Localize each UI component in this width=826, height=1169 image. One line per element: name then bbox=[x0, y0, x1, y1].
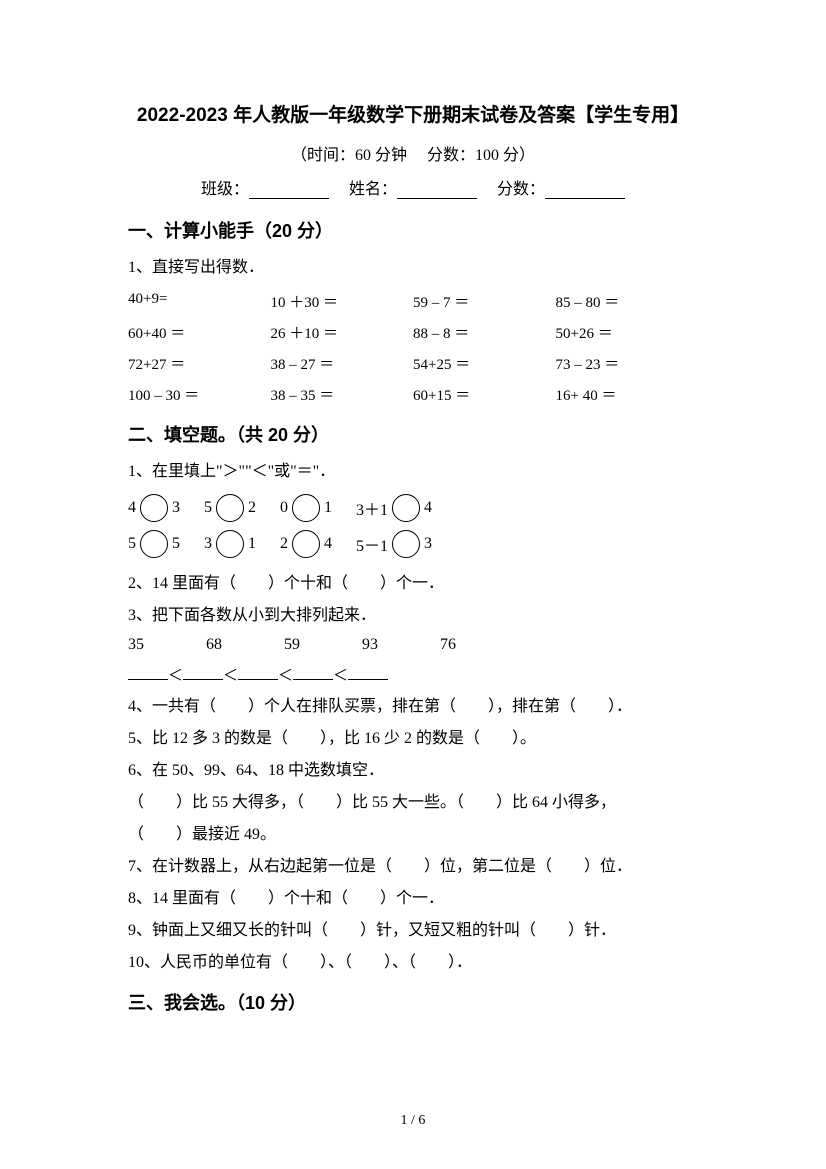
name-label: 姓名： bbox=[349, 181, 397, 198]
s2-q7: 7、在计数器上，从右边起第一位是（ ）位，第二位是（ ）位． bbox=[128, 855, 698, 879]
circle-blank bbox=[392, 494, 420, 522]
s1-q1-label: 1、直接写出得数． bbox=[128, 255, 698, 281]
page-number: 1 / 6 bbox=[0, 1113, 826, 1129]
compare-item: 2 4 bbox=[280, 530, 332, 558]
s2-q1-label: 1、在里填上"＞""＜"或"＝"． bbox=[128, 459, 698, 485]
compare-row-1: 4 3 5 2 0 1 3＋1 4 bbox=[128, 494, 698, 522]
calc-item: 38 – 35 ＝ bbox=[271, 384, 414, 405]
compare-item: 5 2 bbox=[204, 494, 256, 522]
calc-item: 72+27 ＝ bbox=[128, 353, 271, 374]
info-line: 班级： 姓名： 分数： bbox=[128, 175, 698, 199]
compare-item: 0 1 bbox=[280, 494, 332, 522]
compare-a: 3 bbox=[204, 535, 212, 553]
calc-item: 88 – 8 ＝ bbox=[413, 322, 556, 343]
compare-a: 5 bbox=[128, 535, 136, 553]
calc-item: 38 – 27 ＝ bbox=[271, 353, 414, 374]
calc-item: 73 – 23 ＝ bbox=[556, 353, 699, 374]
s2-q5: 5、比 12 多 3 的数是（ ），比 16 少 2 的数是（ ）。 bbox=[128, 727, 698, 751]
score-label: 分数： bbox=[497, 181, 545, 198]
compare-item: 5－1 3 bbox=[356, 530, 432, 558]
circle-blank bbox=[392, 530, 420, 558]
score-blank bbox=[545, 183, 625, 199]
circle-blank bbox=[292, 494, 320, 522]
compare-a: 3＋1 bbox=[356, 496, 388, 520]
exam-subtitle: （时间：60 分钟 分数：100 分） bbox=[128, 141, 698, 165]
compare-b: 4 bbox=[324, 535, 332, 553]
sort-num: 35 bbox=[128, 636, 144, 654]
compare-a: 2 bbox=[280, 535, 288, 553]
circle-blank bbox=[292, 530, 320, 558]
sort-answer-blanks: ＜＜＜＜ bbox=[128, 664, 698, 685]
s2-q4: 4、一共有（ ）个人在排队买票，排在第（ ），排在第（ ）． bbox=[128, 695, 698, 719]
s2-q2: 2、14 里面有（ ）个十和（ ）个一． bbox=[128, 572, 698, 596]
calc-item: 60+40 ＝ bbox=[128, 322, 271, 343]
section2-heading: 二、填空题。（共 20 分） bbox=[128, 421, 698, 447]
sort-num: 59 bbox=[284, 636, 300, 654]
compare-item: 4 3 bbox=[128, 494, 180, 522]
section1-heading: 一、计算小能手（20 分） bbox=[128, 217, 698, 243]
class-label: 班级： bbox=[201, 181, 249, 198]
circle-blank bbox=[140, 494, 168, 522]
compare-b: 1 bbox=[248, 535, 256, 553]
s2-q6-1: 6、在 50、99、64、18 中选数填空． bbox=[128, 759, 698, 783]
sort-num: 76 bbox=[440, 636, 456, 654]
compare-item: 5 5 bbox=[128, 530, 180, 558]
s2-q9: 9、钟面上又细又长的针叫（ ）针，又短又粗的针叫（ ）针． bbox=[128, 919, 698, 943]
compare-a: 5 bbox=[204, 499, 212, 517]
s2-q6-2: （ ）比 55 大得多，（ ）比 55 大一些。（ ）比 64 小得多， bbox=[128, 791, 698, 815]
calc-item: 100 – 30 ＝ bbox=[128, 384, 271, 405]
compare-b: 2 bbox=[248, 499, 256, 517]
calc-item: 50+26 ＝ bbox=[556, 322, 699, 343]
calc-item: 59 – 7 ＝ bbox=[413, 291, 556, 312]
compare-a: 5－1 bbox=[356, 532, 388, 556]
compare-b: 1 bbox=[324, 499, 332, 517]
sort-num: 93 bbox=[362, 636, 378, 654]
class-blank bbox=[249, 183, 329, 199]
compare-item: 3 1 bbox=[204, 530, 256, 558]
compare-a: 0 bbox=[280, 499, 288, 517]
compare-b: 3 bbox=[172, 499, 180, 517]
circle-blank bbox=[140, 530, 168, 558]
compare-item: 3＋1 4 bbox=[356, 494, 432, 522]
s2-q3: 3、把下面各数从小到大排列起来． bbox=[128, 604, 698, 628]
circle-blank bbox=[216, 530, 244, 558]
exam-title: 2022-2023 年人教版一年级数学下册期末试卷及答案【学生专用】 bbox=[128, 100, 698, 127]
s2-q10: 10、人民币的单位有（ ）、（ ）、（ ）． bbox=[128, 951, 698, 975]
calc-item: 40+9= bbox=[128, 291, 271, 312]
compare-b: 5 bbox=[172, 535, 180, 553]
compare-row-2: 5 5 3 1 2 4 5－1 3 bbox=[128, 530, 698, 558]
calc-item: 16+ 40 ＝ bbox=[556, 384, 699, 405]
s2-q6-3: （ ）最接近 49。 bbox=[128, 823, 698, 847]
calc-grid: 40+9= 10 ＋30 ＝ 59 – 7 ＝ 85 – 80 ＝ 60+40 … bbox=[128, 291, 698, 405]
s2-q8: 8、14 里面有（ ）个十和（ ）个一． bbox=[128, 887, 698, 911]
sort-num: 68 bbox=[206, 636, 222, 654]
compare-a: 4 bbox=[128, 499, 136, 517]
section3-heading: 三、我会选。（10 分） bbox=[128, 989, 698, 1015]
compare-b: 4 bbox=[424, 499, 432, 517]
calc-item: 60+15 ＝ bbox=[413, 384, 556, 405]
calc-item: 54+25 ＝ bbox=[413, 353, 556, 374]
name-blank bbox=[397, 183, 477, 199]
compare-b: 3 bbox=[424, 535, 432, 553]
sort-numbers: 35 68 59 93 76 bbox=[128, 636, 698, 654]
calc-item: 85 – 80 ＝ bbox=[556, 291, 699, 312]
calc-item: 10 ＋30 ＝ bbox=[271, 291, 414, 312]
calc-item: 26 ＋10 ＝ bbox=[271, 322, 414, 343]
circle-blank bbox=[216, 494, 244, 522]
